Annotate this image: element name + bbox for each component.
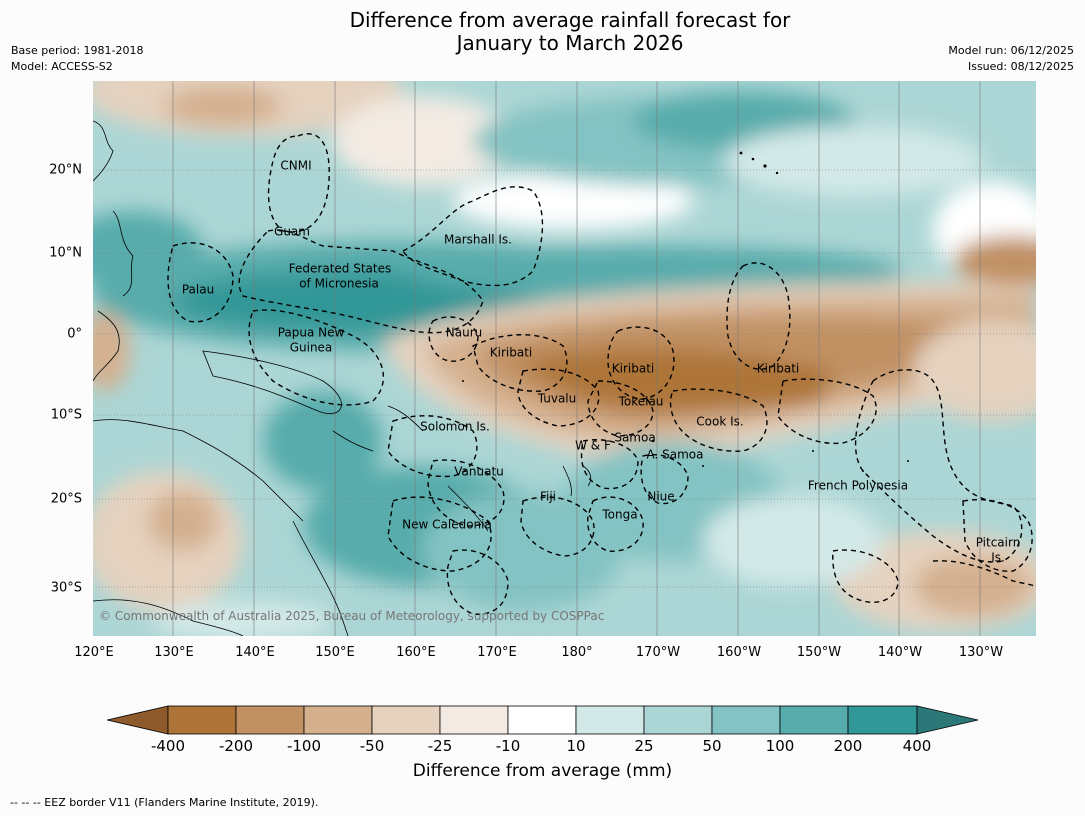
lon-label-180: 180°: [561, 645, 593, 660]
chart-title-line2: January to March 2026: [456, 31, 684, 55]
map-label-tonga: Tonga: [602, 507, 638, 522]
footer-eez-note: -- -- -- EEZ border V11 (Flanders Marine…: [10, 796, 319, 809]
colorbar-tick: 50: [702, 737, 722, 755]
lat-label-10n: 10°N: [49, 245, 82, 261]
colorbar: [107, 705, 979, 735]
map-label-tuvalu: Tuvalu: [537, 391, 577, 406]
map-label-tokelau: Tokelau: [618, 394, 664, 409]
lat-label-20n: 20°N: [49, 162, 82, 178]
map-label-vanuatu: Vanuatu: [454, 464, 504, 479]
colorbar-bin: [779, 705, 849, 735]
map-graticule: [93, 81, 1036, 636]
colorbar-bin: [371, 705, 441, 735]
colorbar-bin: [439, 705, 509, 735]
map-label-french-polynesia: French Polynesia: [807, 478, 909, 493]
map-label-kiribati-east: Kiribati: [756, 361, 800, 376]
colorbar-tick: 400: [902, 737, 932, 755]
map-label-american-samoa: A. Samoa: [646, 447, 704, 462]
map-label-wf: W & F: [575, 438, 611, 453]
colorbar-tick: 200: [833, 737, 863, 755]
map-label-palau: Palau: [181, 282, 215, 297]
colorbar-title: Difference from average (mm): [412, 761, 673, 781]
colorbar-bin: [167, 705, 237, 735]
model-name: Model: ACCESS-S2: [11, 60, 113, 73]
chart-title-line1: Difference from average rainfall forecas…: [349, 8, 791, 32]
map-svg: [93, 81, 1036, 636]
map-label-samoa: Samoa: [614, 430, 656, 445]
colorbar-tick: 100: [765, 737, 795, 755]
colorbar-tick: -400: [150, 737, 186, 755]
lon-label-170w: 170°W: [635, 645, 681, 660]
map-label-niue: Niue: [647, 489, 675, 504]
colorbar-extend-low: [107, 705, 169, 735]
map-label-fsm-1: Federated States: [288, 261, 392, 276]
map-label-kiribati-west: Kiribati: [489, 345, 533, 360]
map-label-cook: Cook Is.: [696, 414, 744, 429]
lon-label-140w: 140°W: [877, 645, 923, 660]
map-label-fiji: Fiji: [539, 489, 557, 504]
colorbar-bin: [643, 705, 713, 735]
lon-label-130e: 130°E: [154, 645, 194, 660]
lon-label-130w: 130°W: [958, 645, 1004, 660]
lon-label-160w: 160°W: [716, 645, 762, 660]
colorbar-bin: [235, 705, 305, 735]
map-label-nauru: Nauru: [445, 325, 483, 340]
lat-label-10s: 10°S: [50, 407, 82, 423]
map-label-pitcairn-2: Is.: [991, 550, 1005, 565]
base-period: Base period: 1981-2018: [11, 44, 144, 57]
map-label-png-2: Guinea: [289, 340, 333, 355]
eez-borders: [167, 133, 1036, 615]
map-label-solomon: Solomon Is.: [420, 419, 490, 434]
lon-label-150e: 150°E: [315, 645, 355, 660]
map-label-new-caledonia: New Caledonia: [402, 517, 492, 532]
model-run: Model run: 06/12/2025: [948, 44, 1074, 57]
lat-label-30s: 30°S: [50, 580, 82, 596]
colorbar-tick: -100: [286, 737, 322, 755]
lon-label-170e: 170°E: [477, 645, 517, 660]
colorbar-tick: -50: [359, 737, 385, 755]
islands: [462, 151, 909, 472]
map-label-guam: Guam: [274, 224, 310, 239]
map-label-marshall: Marshall Is.: [444, 232, 512, 247]
colorbar-tick: -10: [495, 737, 521, 755]
colorbar-tick: 10: [566, 737, 586, 755]
lon-label-160e: 160°E: [396, 645, 436, 660]
colorbar-bin: [575, 705, 645, 735]
lat-label-20s: 20°S: [50, 491, 82, 507]
map-label-kiribati-central: Kiribati: [611, 361, 655, 376]
rainfall-shading: [93, 81, 1036, 636]
colorbar-bin: [847, 705, 918, 735]
map-label-pitcairn-1: Pitcairn: [975, 535, 1021, 550]
lat-label-0: 0°: [67, 326, 82, 342]
lon-label-140e: 140°E: [235, 645, 275, 660]
colorbar-tick: 25: [634, 737, 654, 755]
rainfall-anomaly-map: [93, 81, 1036, 636]
lon-label-120e: 120°E: [74, 645, 114, 660]
colorbar-bin: [303, 705, 373, 735]
colorbar-bin: [711, 705, 781, 735]
coastlines: [93, 120, 592, 636]
map-label-fsm-2: of Micronesia: [299, 276, 379, 291]
issued-date: Issued: 08/12/2025: [967, 60, 1074, 73]
copyright-notice: © Commonwealth of Australia 2025, Bureau…: [99, 609, 605, 623]
map-label-cnmi: CNMI: [280, 158, 312, 173]
colorbar-extend-high: [916, 705, 979, 735]
colorbar-bin: [507, 705, 577, 735]
map-label-png-1: Papua New: [277, 325, 345, 340]
colorbar-tick: -25: [427, 737, 453, 755]
colorbar-tick: -200: [218, 737, 254, 755]
lon-label-150w: 150°W: [796, 645, 842, 660]
